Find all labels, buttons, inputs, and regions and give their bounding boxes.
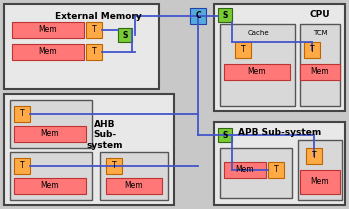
Text: S: S bbox=[222, 130, 228, 139]
Text: APB Sub-system: APB Sub-system bbox=[238, 128, 322, 137]
Bar bbox=[235, 42, 251, 58]
Text: Mem: Mem bbox=[311, 177, 329, 186]
Bar bbox=[218, 8, 232, 22]
Bar bbox=[268, 162, 284, 178]
Text: Cache: Cache bbox=[247, 30, 269, 36]
Bar bbox=[298, 140, 342, 200]
Bar bbox=[86, 22, 102, 38]
Text: Mem: Mem bbox=[311, 68, 329, 76]
Bar bbox=[220, 148, 292, 198]
Bar bbox=[106, 178, 162, 194]
Bar bbox=[14, 106, 30, 122]
Bar bbox=[14, 178, 86, 194]
Text: CPU: CPU bbox=[309, 10, 330, 19]
Text: Mem: Mem bbox=[39, 25, 57, 34]
Text: C: C bbox=[195, 11, 201, 20]
Bar bbox=[300, 24, 340, 106]
Text: T: T bbox=[310, 46, 314, 55]
Text: S: S bbox=[222, 10, 228, 19]
Text: AHB
Sub-
system: AHB Sub- system bbox=[87, 120, 123, 150]
Bar bbox=[106, 158, 122, 174]
Text: T: T bbox=[92, 47, 96, 56]
Text: External Memory: External Memory bbox=[55, 12, 142, 21]
Text: T: T bbox=[20, 110, 24, 119]
Text: S: S bbox=[122, 31, 128, 40]
Bar bbox=[214, 4, 345, 111]
Bar bbox=[14, 158, 30, 174]
Bar bbox=[10, 152, 92, 200]
Bar bbox=[304, 42, 320, 58]
Text: T: T bbox=[312, 152, 316, 161]
Bar bbox=[14, 126, 86, 142]
Text: T: T bbox=[112, 162, 116, 171]
Text: T: T bbox=[20, 162, 24, 171]
Bar bbox=[12, 22, 84, 38]
Bar bbox=[4, 4, 159, 89]
Bar bbox=[12, 44, 84, 60]
Text: TCM: TCM bbox=[313, 30, 327, 36]
Text: Mem: Mem bbox=[125, 181, 143, 190]
Text: T: T bbox=[92, 25, 96, 34]
Bar bbox=[224, 64, 290, 80]
Bar bbox=[10, 100, 92, 148]
Bar bbox=[300, 170, 340, 194]
Bar bbox=[118, 28, 132, 42]
Bar bbox=[220, 24, 295, 106]
Bar bbox=[224, 162, 266, 178]
Text: T: T bbox=[241, 46, 245, 55]
Bar bbox=[218, 128, 232, 142]
Bar bbox=[214, 122, 345, 205]
Text: Mem: Mem bbox=[39, 47, 57, 56]
Bar bbox=[306, 148, 322, 164]
Text: Mem: Mem bbox=[41, 130, 59, 139]
Bar bbox=[4, 94, 174, 205]
Text: Mem: Mem bbox=[236, 166, 254, 175]
Bar bbox=[100, 152, 168, 200]
Bar bbox=[300, 64, 340, 80]
Text: Mem: Mem bbox=[41, 181, 59, 190]
Text: T: T bbox=[274, 166, 278, 175]
Text: Mem: Mem bbox=[248, 68, 266, 76]
Bar bbox=[86, 44, 102, 60]
Bar bbox=[190, 8, 206, 24]
